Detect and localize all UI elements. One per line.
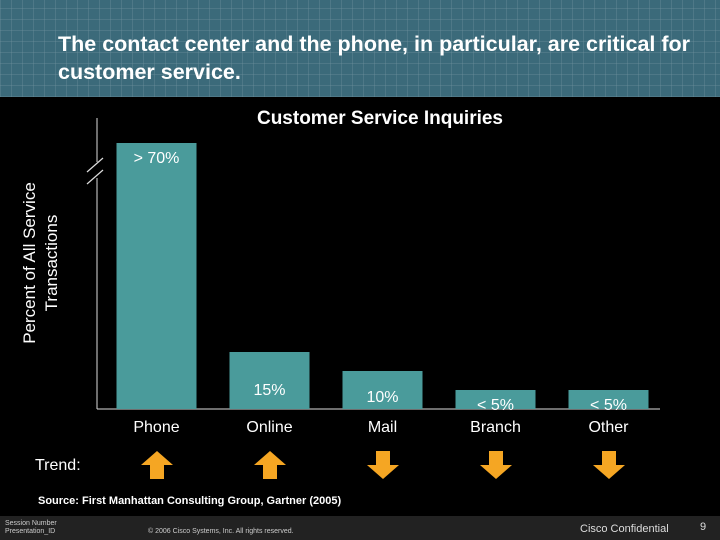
axis-break-mark [86,169,104,185]
banner-grid-pattern [0,0,720,97]
bar-phone [116,143,197,409]
x-tick-label: Other [588,419,629,436]
x-tick-label: Mail [367,419,398,436]
trend-down-arrow-icon [479,451,512,479]
chart-title: Customer Service Inquiries [256,108,504,129]
slide-title: The contact center and the phone, in par… [58,32,691,84]
trend-down-arrow-icon [366,451,399,479]
bar-online [229,352,310,409]
trend-label: Trend: [35,457,81,474]
footer-bar [0,516,720,540]
data-label: 10% [366,389,399,406]
bar-other [568,390,649,409]
x-tick-label: Branch [470,419,521,436]
confidential-label: Cisco Confidential [580,523,669,535]
data-label: < 5% [590,397,627,414]
x-tick-label: Phone [133,419,180,436]
data-label: > 70% [133,150,180,167]
x-tick-label: Online [246,419,293,436]
page-number: 9 [700,521,707,533]
title-banner: The contact center and the phone, in par… [0,0,720,97]
bar-mail [342,371,423,409]
copyright-text: © 2006 Cisco Systems, Inc. All rights re… [148,528,294,535]
data-label: 15% [253,382,286,399]
trend-up-arrow-icon [253,451,286,479]
axis-break-mark [86,157,104,173]
session-info: Session Number Presentation_ID [5,520,57,535]
bar-branch [455,390,536,409]
trend-down-arrow-icon [592,451,625,479]
source-note: Source: First Manhattan Consulting Group… [38,495,342,507]
trend-up-arrow-icon [140,451,173,479]
data-label: < 5% [477,397,514,414]
